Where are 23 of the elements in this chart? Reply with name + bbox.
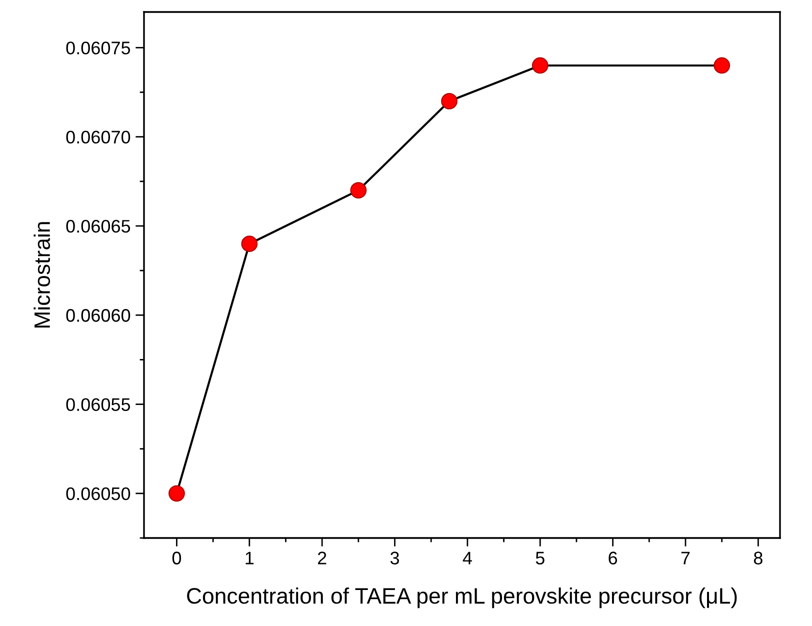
x-tick-label: 8 — [754, 552, 762, 564]
y-tick-label: 0.06060 — [66, 309, 130, 322]
x-tick-label: 5 — [536, 552, 544, 564]
point — [714, 57, 730, 74]
point — [441, 92, 458, 110]
y-axis-title: Microstrain — [34, 222, 50, 328]
x-tick-label: 0 — [172, 552, 182, 564]
point — [241, 236, 258, 252]
x-tick-label: 3 — [390, 552, 399, 564]
y-tick-label: 0.06055 — [66, 398, 130, 411]
x-axis-title: Concentration of TAEA per mL perovskite precursor (μL) — [187, 587, 737, 608]
y-tick-label: 0.06075 — [66, 42, 130, 54]
x-tick-label: 2 — [318, 552, 326, 564]
y-tick-label: 0.06065 — [66, 220, 130, 233]
point — [532, 57, 548, 74]
point — [168, 485, 185, 502]
x-tick-label: 1 — [246, 552, 254, 564]
x-tick-label: 6 — [608, 552, 618, 564]
y-tick-label: 0.06050 — [66, 487, 130, 500]
y-tick-label: 0.06070 — [66, 130, 130, 144]
x-tick-label: 7 — [681, 552, 690, 564]
point — [350, 182, 367, 198]
x-tick-label: 4 — [462, 552, 472, 564]
